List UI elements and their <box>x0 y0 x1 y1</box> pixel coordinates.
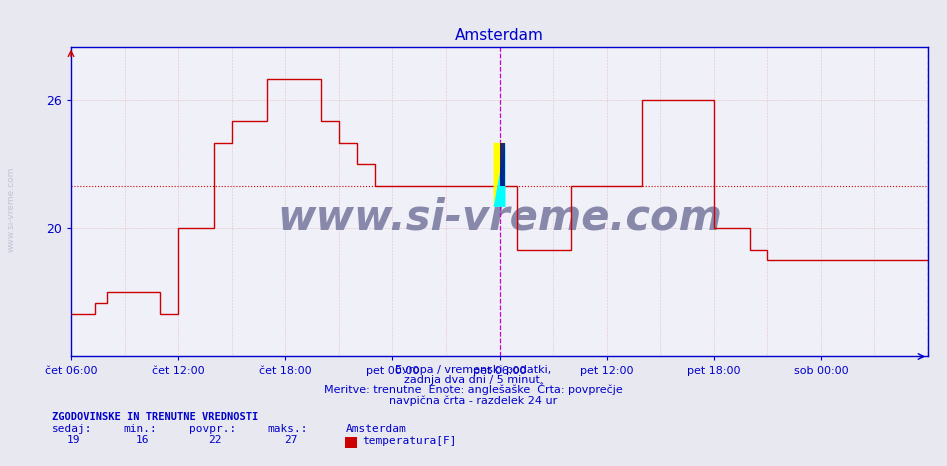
Text: povpr.:: povpr.: <box>189 424 237 434</box>
Text: www.si-vreme.com: www.si-vreme.com <box>7 167 16 253</box>
Polygon shape <box>493 143 506 207</box>
Text: Amsterdam: Amsterdam <box>346 424 406 434</box>
Polygon shape <box>500 143 506 185</box>
Text: 19: 19 <box>66 435 80 445</box>
Text: 16: 16 <box>135 435 149 445</box>
Text: www.si-vreme.com: www.si-vreme.com <box>277 196 722 238</box>
Text: maks.:: maks.: <box>267 424 308 434</box>
Text: navpična črta - razdelek 24 ur: navpična črta - razdelek 24 ur <box>389 395 558 405</box>
Text: min.:: min.: <box>123 424 157 434</box>
Title: Amsterdam: Amsterdam <box>456 27 544 43</box>
Text: ZGODOVINSKE IN TRENUTNE VREDNOSTI: ZGODOVINSKE IN TRENUTNE VREDNOSTI <box>52 412 259 422</box>
Text: Evropa / vremenski podatki,: Evropa / vremenski podatki, <box>396 365 551 375</box>
Text: zadnja dva dni / 5 minut.: zadnja dva dni / 5 minut. <box>403 375 544 385</box>
Text: sedaj:: sedaj: <box>52 424 93 434</box>
Polygon shape <box>493 143 506 207</box>
Text: 22: 22 <box>208 435 222 445</box>
Text: Meritve: trenutne  Enote: anglešaške  Črta: povprečje: Meritve: trenutne Enote: anglešaške Črta… <box>324 384 623 395</box>
Text: temperatura[F]: temperatura[F] <box>362 436 456 446</box>
Text: 27: 27 <box>284 435 297 445</box>
